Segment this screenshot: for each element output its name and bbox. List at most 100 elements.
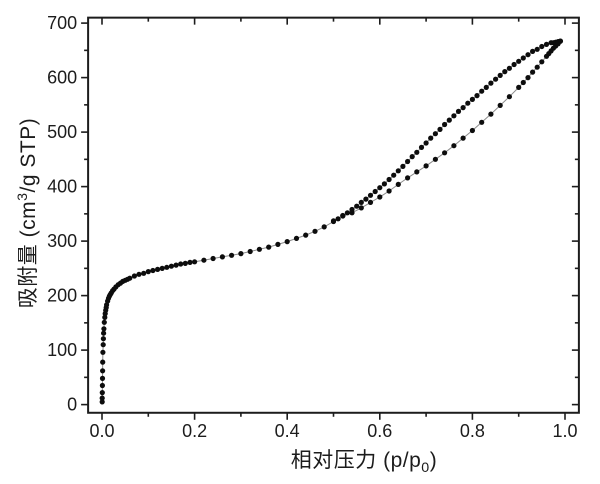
desorption-branch-point	[367, 192, 374, 198]
adsorption-branch-point	[520, 79, 526, 86]
desorption-branch-point	[488, 80, 494, 86]
desorption-branch-point	[400, 163, 406, 169]
x-tick-label: 0.8	[460, 421, 485, 441]
adsorption-branch-point	[101, 319, 107, 325]
adsorption-branch-point	[155, 266, 161, 272]
desorption-branch-point	[428, 135, 434, 141]
adsorption-branch-point	[127, 275, 133, 281]
x-axis-title-suffix: )	[429, 449, 438, 472]
adsorption-branch-point	[229, 252, 235, 258]
adsorption-branch-point	[460, 135, 466, 141]
desorption-branch-point	[506, 65, 512, 71]
adsorption-branch-point	[201, 257, 207, 263]
y-tick-label: 400	[47, 177, 77, 197]
desorption-branch-point	[358, 199, 364, 205]
desorption-branch-point	[377, 185, 383, 191]
adsorption-branch-point	[534, 64, 540, 70]
adsorption-branch-point	[303, 232, 309, 238]
desorption-branch-point	[502, 69, 508, 75]
desorption-branch-point	[386, 176, 392, 183]
y-axis-title-superscript: 3	[15, 192, 31, 201]
desorption-branch-point	[344, 210, 350, 216]
adsorption-branch-point	[100, 368, 106, 374]
adsorption-branch-point	[442, 150, 448, 156]
adsorption-branch-point	[275, 241, 281, 247]
x-tick-label: 0.4	[275, 421, 300, 441]
adsorption-branch-point	[469, 127, 475, 134]
adsorption-branch-point	[321, 224, 327, 230]
adsorption-branch-point	[432, 156, 438, 162]
adsorption-branch-point	[100, 342, 106, 348]
adsorption-branch-point	[159, 265, 165, 271]
adsorption-branch-point	[530, 69, 536, 75]
desorption-branch-point	[423, 140, 429, 146]
desorption-branch-point	[442, 121, 448, 128]
desorption-branch-point	[437, 126, 443, 132]
adsorption-branch-point	[99, 390, 105, 396]
adsorption-branch-point	[488, 111, 494, 117]
desorption-branch-point	[409, 154, 415, 160]
adsorption-branch-point	[178, 261, 184, 267]
desorption-branch-point	[372, 188, 378, 195]
y-tick-label: 200	[47, 286, 77, 306]
desorption-branch-point	[469, 96, 475, 102]
adsorption-branch-point	[150, 267, 156, 274]
x-tick-label: 0.0	[89, 421, 114, 441]
desorption-branch-point	[354, 203, 360, 209]
adsorption-branch-point	[168, 263, 174, 269]
y-axis-title-suffix: /g STP)	[17, 117, 40, 193]
desorption-branch-point	[520, 55, 526, 61]
adsorption-branch-point	[405, 175, 411, 181]
y-tick-label: 600	[47, 68, 77, 88]
adsorption-branch-point	[247, 248, 253, 255]
y-tick-label: 100	[47, 340, 77, 360]
plot-frame	[87, 16, 580, 414]
adsorption-branch-point	[539, 59, 545, 65]
desorption-branch-point	[525, 52, 531, 58]
adsorption-branch-point	[219, 254, 225, 260]
adsorption-branch-point	[312, 228, 318, 234]
adsorption-branch-point	[131, 273, 137, 279]
adsorption-branch-point	[173, 262, 179, 268]
desorption-branch-point	[446, 117, 452, 123]
adsorption-branch-point	[145, 269, 151, 275]
desorption-branch-point	[335, 216, 341, 222]
desorption-branch-point	[460, 105, 466, 111]
desorption-branch-line	[333, 40, 561, 222]
adsorption-branch-point	[99, 375, 106, 381]
y-tick-label: 700	[47, 13, 77, 33]
x-tick-label: 0.2	[182, 421, 207, 441]
x-axis-title-prefix: 相对压力 (p/p	[290, 449, 422, 472]
desorption-branch-point	[455, 108, 462, 114]
adsorption-branch-point	[506, 94, 512, 100]
desorption-branch-point	[534, 46, 540, 52]
adsorption-branch-point	[187, 259, 193, 265]
desorption-branch-point	[418, 144, 425, 150]
desorption-branch-point	[479, 88, 485, 94]
desorption-branch-point	[493, 76, 499, 82]
desorption-branch-point	[432, 131, 438, 137]
desorption-branch-point	[497, 72, 503, 78]
adsorption-branch-point	[525, 75, 531, 81]
desorption-branch-point	[349, 206, 355, 213]
y-tick-label: 500	[47, 122, 77, 142]
adsorption-branch-point	[100, 349, 106, 355]
desorption-branch-point	[363, 196, 369, 202]
x-axis-title-subscript: 0	[421, 460, 430, 477]
adsorption-branch-point	[497, 102, 503, 108]
x-axis-title: 相对压力 (p/p0)	[290, 444, 438, 477]
x-tick-label: 1.0	[552, 421, 577, 441]
adsorption-branch-point	[284, 239, 290, 245]
adsorption-branch-point	[136, 271, 142, 277]
adsorption-branch-point	[377, 194, 383, 200]
desorption-branch-point	[465, 100, 471, 106]
adsorption-branch-point	[423, 163, 429, 169]
x-tick-label: 0.6	[367, 421, 392, 441]
desorption-branch-point	[414, 149, 420, 155]
adsorption-branch-point	[210, 255, 216, 262]
adsorption-branch-point	[451, 143, 457, 149]
desorption-branch-point	[474, 93, 480, 99]
desorption-branch-point	[330, 218, 337, 224]
y-tick-label: 300	[47, 231, 77, 251]
